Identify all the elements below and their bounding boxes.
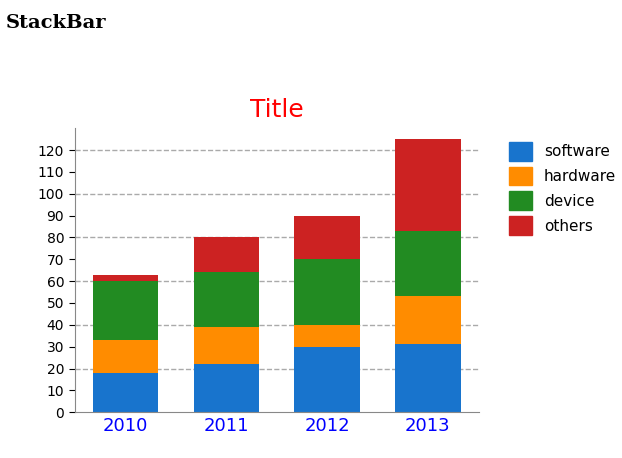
Bar bbox=[395, 344, 460, 412]
Bar bbox=[193, 327, 259, 364]
Bar bbox=[294, 325, 360, 347]
Bar bbox=[395, 139, 460, 231]
Bar bbox=[294, 347, 360, 412]
Bar bbox=[93, 373, 159, 412]
Bar bbox=[294, 216, 360, 259]
Bar bbox=[395, 231, 460, 296]
Text: StackBar: StackBar bbox=[6, 14, 107, 32]
Bar bbox=[193, 364, 259, 412]
Bar bbox=[395, 296, 460, 344]
Bar bbox=[193, 237, 259, 273]
Bar bbox=[93, 281, 159, 340]
Bar bbox=[193, 273, 259, 327]
Bar bbox=[93, 275, 159, 281]
Bar bbox=[93, 340, 159, 373]
Bar bbox=[294, 259, 360, 325]
Legend: software, hardware, device, others: software, hardware, device, others bbox=[503, 136, 622, 241]
Title: Title: Title bbox=[250, 98, 304, 122]
